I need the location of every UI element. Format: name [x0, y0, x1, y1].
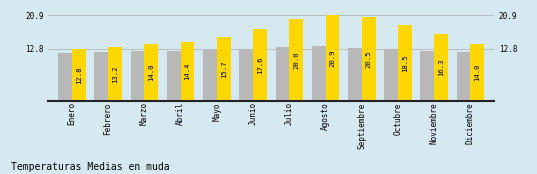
Text: 15.7: 15.7 — [221, 60, 227, 78]
Text: 12.8: 12.8 — [76, 66, 82, 84]
Bar — [325, 15, 339, 101]
Text: 14.0: 14.0 — [474, 64, 481, 81]
Bar — [312, 46, 325, 101]
Text: 20.0: 20.0 — [293, 51, 299, 69]
Bar — [289, 19, 303, 101]
Bar — [434, 34, 448, 101]
Bar — [420, 51, 434, 101]
Text: 17.6: 17.6 — [257, 56, 263, 74]
Bar — [253, 29, 267, 101]
Text: 16.3: 16.3 — [438, 59, 444, 76]
Bar — [456, 52, 470, 101]
Bar — [240, 49, 253, 101]
Text: 18.5: 18.5 — [402, 54, 408, 72]
Bar — [275, 47, 289, 101]
Bar — [203, 50, 217, 101]
Bar — [180, 42, 194, 101]
Text: Temperaturas Medias en muda: Temperaturas Medias en muda — [11, 162, 169, 172]
Bar — [130, 51, 144, 101]
Bar — [362, 17, 375, 101]
Text: 14.4: 14.4 — [185, 63, 191, 80]
Bar — [95, 52, 108, 101]
Bar — [398, 25, 412, 101]
Bar — [217, 37, 230, 101]
Bar — [348, 48, 362, 101]
Text: 20.5: 20.5 — [366, 50, 372, 68]
Text: 20.9: 20.9 — [329, 49, 336, 67]
Bar — [108, 47, 122, 101]
Bar — [72, 49, 86, 101]
Bar — [384, 49, 398, 101]
Bar — [58, 53, 72, 101]
Bar — [144, 44, 158, 101]
Text: 14.0: 14.0 — [148, 64, 154, 81]
Text: 13.2: 13.2 — [112, 65, 118, 83]
Bar — [167, 51, 180, 101]
Bar — [470, 44, 484, 101]
